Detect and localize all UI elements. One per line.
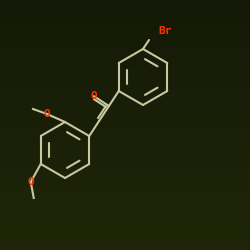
Text: O: O (28, 177, 34, 187)
Text: Br: Br (158, 26, 172, 36)
Text: O: O (90, 91, 97, 101)
Text: O: O (44, 109, 51, 119)
